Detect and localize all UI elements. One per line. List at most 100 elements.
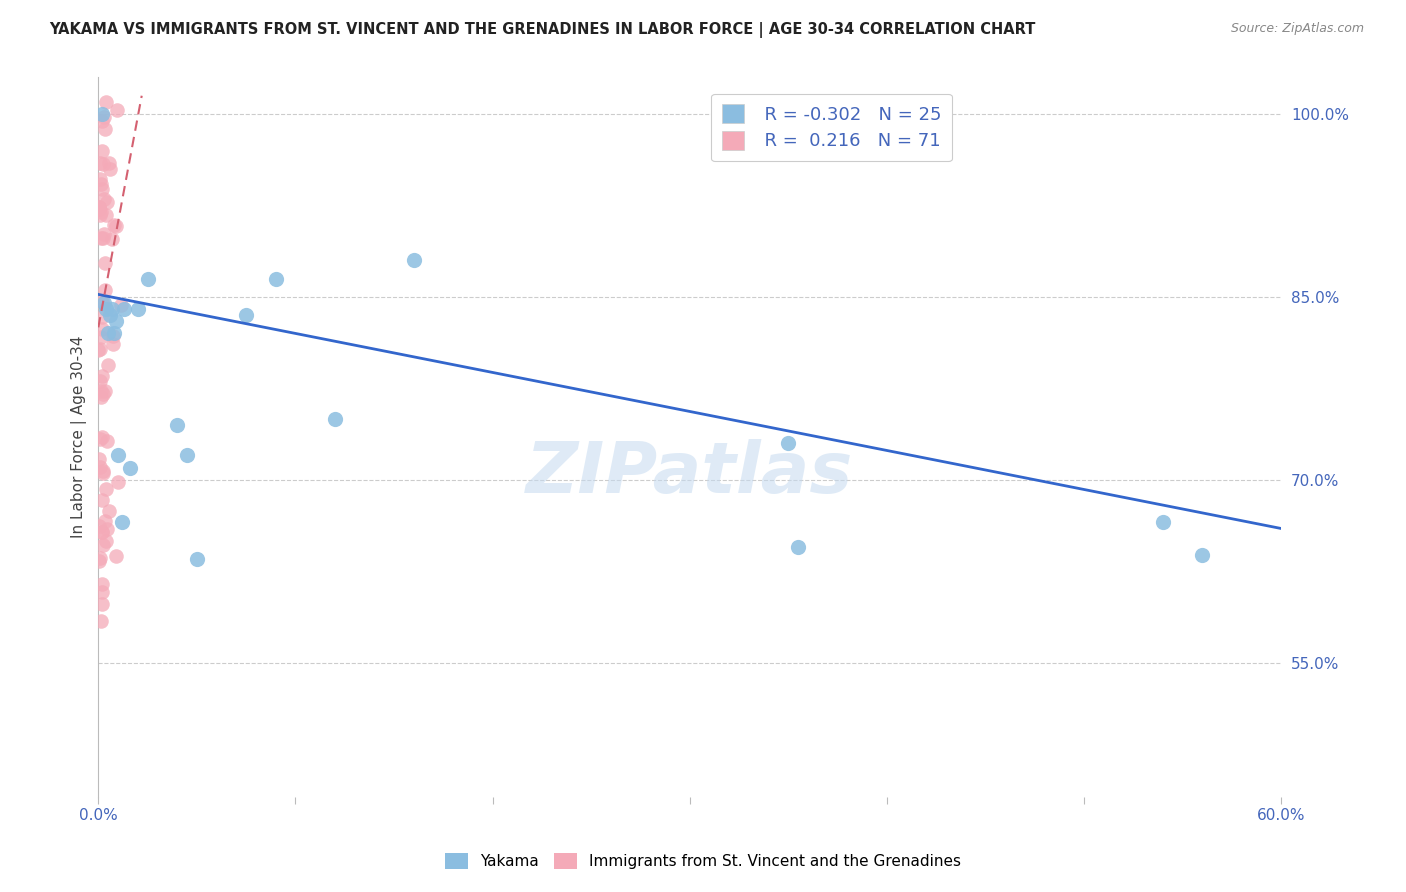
Point (87, 200, 110, 214)
Point (105, 103, 128, 118)
Point (136, 271, 159, 285)
Point (127, 301, 149, 316)
Point (94, 514, 117, 528)
Point (96, 482, 118, 496)
Point (91, 295, 114, 310)
Point (101, 337, 124, 351)
Point (90, 178, 112, 192)
Point (90, 524, 112, 539)
Point (90, 330, 112, 344)
Point (104, 219, 127, 234)
Point (107, 475, 129, 489)
Point (89, 200, 111, 214)
Point (89, 156, 111, 170)
Point (93, 111, 115, 125)
Point (89, 342, 111, 356)
Point (90, 144, 112, 158)
Point (1152, 516, 1174, 530)
Y-axis label: In Labor Force | Age 30-34: In Labor Force | Age 30-34 (72, 335, 87, 538)
Point (105, 314, 128, 328)
Point (89, 374, 111, 388)
Point (101, 232, 124, 246)
Point (98, 162, 121, 177)
Point (87, 554, 110, 568)
Legend:   R = -0.302   N = 25,   R =  0.216   N = 71: R = -0.302 N = 25, R = 0.216 N = 71 (711, 94, 952, 161)
Point (105, 549, 128, 563)
Point (90, 598, 112, 612)
Point (91, 182, 114, 196)
Point (96, 195, 118, 210)
Point (97, 358, 120, 372)
Point (98, 504, 121, 518)
Point (98, 308, 121, 322)
Point (87, 343, 110, 357)
Point (93, 283, 115, 297)
Point (103, 326, 125, 341)
Point (94, 255, 117, 269)
Text: ZIPatlas: ZIPatlas (526, 439, 853, 508)
Point (101, 301, 124, 316)
Point (778, 436, 800, 450)
Point (96, 434, 118, 448)
Point (186, 552, 208, 566)
Point (176, 448, 198, 462)
Point (323, 411, 346, 425)
Point (90, 615, 112, 629)
Point (94, 122, 117, 136)
Point (235, 308, 257, 322)
Point (94, 95, 117, 109)
Point (93, 192, 115, 206)
Point (110, 298, 132, 312)
Point (89, 432, 111, 446)
Point (96, 301, 118, 316)
Point (101, 329, 124, 343)
Point (90, 230, 112, 244)
Point (93, 227, 115, 242)
Point (112, 301, 135, 316)
Point (89, 551, 111, 566)
Point (90, 369, 112, 384)
Point (91, 466, 114, 480)
Point (90, 205, 112, 219)
Point (166, 417, 188, 432)
Point (87, 201, 110, 215)
Point (91, 577, 114, 591)
Point (402, 253, 425, 268)
Point (94, 384, 117, 399)
Point (91, 231, 114, 245)
Point (87, 202, 110, 216)
Point (90, 384, 112, 399)
Point (90, 584, 112, 599)
Point (90, 310, 112, 325)
Point (96, 522, 118, 536)
Point (118, 460, 141, 475)
Point (107, 448, 129, 462)
Point (94, 208, 117, 222)
Point (103, 219, 125, 233)
Point (111, 516, 134, 530)
Point (91, 322, 114, 336)
Point (91, 114, 114, 128)
Point (787, 540, 810, 554)
Legend: Yakama, Immigrants from St. Vincent and the Grenadines: Yakama, Immigrants from St. Vincent and … (439, 847, 967, 875)
Point (91, 430, 114, 444)
Point (90, 493, 112, 508)
Point (87, 519, 110, 533)
Point (264, 271, 287, 285)
Point (87, 451, 110, 466)
Point (94, 533, 117, 548)
Point (93, 296, 115, 310)
Point (91, 464, 114, 478)
Text: Source: ZipAtlas.com: Source: ZipAtlas.com (1230, 22, 1364, 36)
Point (93, 386, 115, 401)
Point (90, 390, 112, 404)
Point (89, 208, 111, 222)
Point (91, 524, 114, 539)
Point (98, 156, 121, 170)
Text: YAKAMA VS IMMIGRANTS FROM ST. VINCENT AND THE GRENADINES IN LABOR FORCE | AGE 30: YAKAMA VS IMMIGRANTS FROM ST. VINCENT AN… (49, 22, 1036, 38)
Point (91, 157, 114, 171)
Point (89, 460, 111, 475)
Point (1191, 549, 1213, 563)
Point (91, 107, 114, 121)
Point (91, 538, 114, 552)
